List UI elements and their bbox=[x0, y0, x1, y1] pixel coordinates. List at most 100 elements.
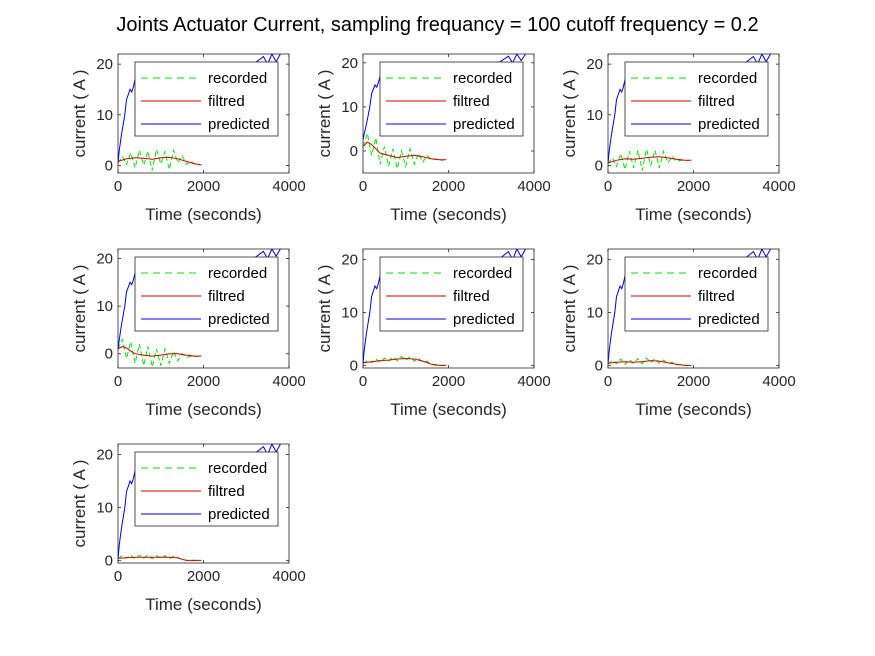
legend-label-predicted: predicted bbox=[208, 116, 270, 133]
legend: recorded filtred predicted bbox=[134, 61, 279, 137]
series-line-filtred bbox=[363, 357, 447, 366]
x-axis-label: Time (seconds) bbox=[390, 205, 507, 224]
x-axis-label: Time (seconds) bbox=[145, 400, 262, 419]
subplot-2: 0 2000 4000 0 10 20 Time (seconds) current ( A … bbox=[315, 53, 551, 224]
x-tick-label: 2000 bbox=[187, 568, 220, 585]
x-axis-label: Time (seconds) bbox=[145, 205, 262, 224]
legend-label-filtred: filtred bbox=[208, 288, 245, 305]
y-tick-label: 10 bbox=[586, 107, 603, 124]
y-axis-label: current ( A ) bbox=[315, 265, 334, 353]
legend-label-filtred: filtred bbox=[453, 288, 490, 305]
legend-label-filtred: filtred bbox=[698, 93, 735, 110]
y-tick-label: 20 bbox=[586, 56, 603, 73]
y-tick-label: 10 bbox=[96, 107, 113, 124]
x-tick-label: 2000 bbox=[677, 178, 710, 195]
series-line-filtred bbox=[118, 156, 202, 166]
x-tick-label: 2000 bbox=[187, 178, 220, 195]
y-tick-label: 20 bbox=[586, 252, 603, 269]
x-tick-label: 4000 bbox=[272, 568, 305, 585]
x-tick-label: 2000 bbox=[432, 373, 465, 390]
y-tick-label: 10 bbox=[341, 304, 358, 321]
subplot-7: 0 2000 4000 0 10 20 Time (seconds) current ( A … bbox=[70, 443, 306, 614]
x-tick-label: 4000 bbox=[517, 178, 550, 195]
x-tick-label: 0 bbox=[359, 178, 367, 195]
legend-label-predicted: predicted bbox=[208, 506, 270, 523]
subplot-1: 0 2000 4000 0 10 20 Time (seconds) current ( A … bbox=[70, 53, 306, 224]
x-tick-label: 2000 bbox=[677, 373, 710, 390]
y-tick-label: 0 bbox=[105, 346, 113, 363]
legend: recorded filtred predicted bbox=[134, 256, 279, 332]
x-tick-label: 2000 bbox=[432, 178, 465, 195]
y-tick-label: 10 bbox=[96, 298, 113, 315]
x-tick-label: 0 bbox=[114, 568, 122, 585]
subplot-3: 0 2000 4000 0 10 20 Time (seconds) current ( A … bbox=[560, 53, 796, 224]
y-tick-label: 20 bbox=[96, 56, 113, 73]
legend-label-predicted: predicted bbox=[208, 311, 270, 328]
y-tick-label: 0 bbox=[350, 357, 358, 374]
legend-label-recorded: recorded bbox=[453, 70, 512, 87]
y-tick-label: 20 bbox=[96, 251, 113, 268]
legend-label-recorded: recorded bbox=[698, 70, 757, 87]
series-line-filtred bbox=[608, 156, 692, 164]
y-axis-label: current ( A ) bbox=[70, 460, 89, 548]
x-tick-label: 4000 bbox=[272, 178, 305, 195]
legend-label-recorded: recorded bbox=[208, 265, 267, 282]
x-tick-label: 4000 bbox=[762, 373, 795, 390]
legend-label-predicted: predicted bbox=[453, 311, 515, 328]
x-tick-label: 4000 bbox=[272, 373, 305, 390]
x-axis-label: Time (seconds) bbox=[635, 400, 752, 419]
legend-label-predicted: predicted bbox=[698, 311, 760, 328]
y-tick-label: 0 bbox=[595, 157, 603, 174]
y-tick-label: 0 bbox=[350, 143, 358, 160]
x-tick-label: 0 bbox=[114, 178, 122, 195]
legend: recorded filtred predicted bbox=[379, 61, 524, 137]
y-tick-label: 20 bbox=[96, 447, 113, 464]
y-axis-label: current ( A ) bbox=[315, 70, 334, 158]
legend: recorded filtred predicted bbox=[624, 61, 769, 137]
x-tick-label: 0 bbox=[359, 373, 367, 390]
y-tick-label: 10 bbox=[341, 99, 358, 116]
series-line-filtred bbox=[118, 346, 202, 357]
series-line-recorded bbox=[608, 357, 690, 366]
x-tick-label: 4000 bbox=[517, 373, 550, 390]
legend-label-recorded: recorded bbox=[453, 265, 512, 282]
legend-label-recorded: recorded bbox=[208, 460, 267, 477]
series-line-recorded bbox=[363, 133, 445, 169]
series-line-filtred bbox=[118, 556, 202, 561]
y-axis-label: current ( A ) bbox=[70, 70, 89, 158]
y-tick-label: 0 bbox=[105, 552, 113, 569]
legend-label-recorded: recorded bbox=[208, 70, 267, 87]
legend: recorded filtred predicted bbox=[134, 451, 279, 527]
legend: recorded filtred predicted bbox=[624, 256, 769, 332]
legend: recorded filtred predicted bbox=[379, 256, 524, 332]
x-tick-label: 2000 bbox=[187, 373, 220, 390]
y-tick-label: 0 bbox=[105, 157, 113, 174]
series-line-recorded bbox=[118, 337, 200, 368]
legend-label-predicted: predicted bbox=[453, 116, 515, 133]
x-axis-label: Time (seconds) bbox=[635, 205, 752, 224]
y-tick-label: 10 bbox=[586, 304, 603, 321]
y-tick-label: 0 bbox=[595, 357, 603, 374]
series-line-recorded bbox=[608, 148, 690, 171]
legend-label-recorded: recorded bbox=[698, 265, 757, 282]
y-tick-label: 20 bbox=[341, 252, 358, 269]
x-tick-label: 4000 bbox=[762, 178, 795, 195]
subplot-6: 0 2000 4000 0 10 20 Time (seconds) current ( A … bbox=[560, 248, 796, 419]
legend-label-predicted: predicted bbox=[698, 116, 760, 133]
figure-title: Joints Actuator Current, sampling frequa… bbox=[116, 14, 759, 36]
series-line-filtred bbox=[363, 141, 447, 161]
series-line-recorded bbox=[118, 148, 200, 171]
y-axis-label: current ( A ) bbox=[560, 70, 579, 158]
series-line-filtred bbox=[608, 360, 692, 366]
x-tick-label: 0 bbox=[114, 373, 122, 390]
y-tick-label: 10 bbox=[96, 499, 113, 516]
subplot-5: 0 2000 4000 0 10 20 Time (seconds) current ( A … bbox=[315, 248, 551, 419]
subplot-4: 0 2000 4000 0 10 20 Time (seconds) current ( A … bbox=[70, 248, 306, 419]
x-tick-label: 0 bbox=[604, 373, 612, 390]
y-tick-label: 20 bbox=[341, 55, 358, 72]
x-tick-label: 0 bbox=[604, 178, 612, 195]
x-axis-label: Time (seconds) bbox=[145, 595, 262, 614]
y-axis-label: current ( A ) bbox=[560, 265, 579, 353]
